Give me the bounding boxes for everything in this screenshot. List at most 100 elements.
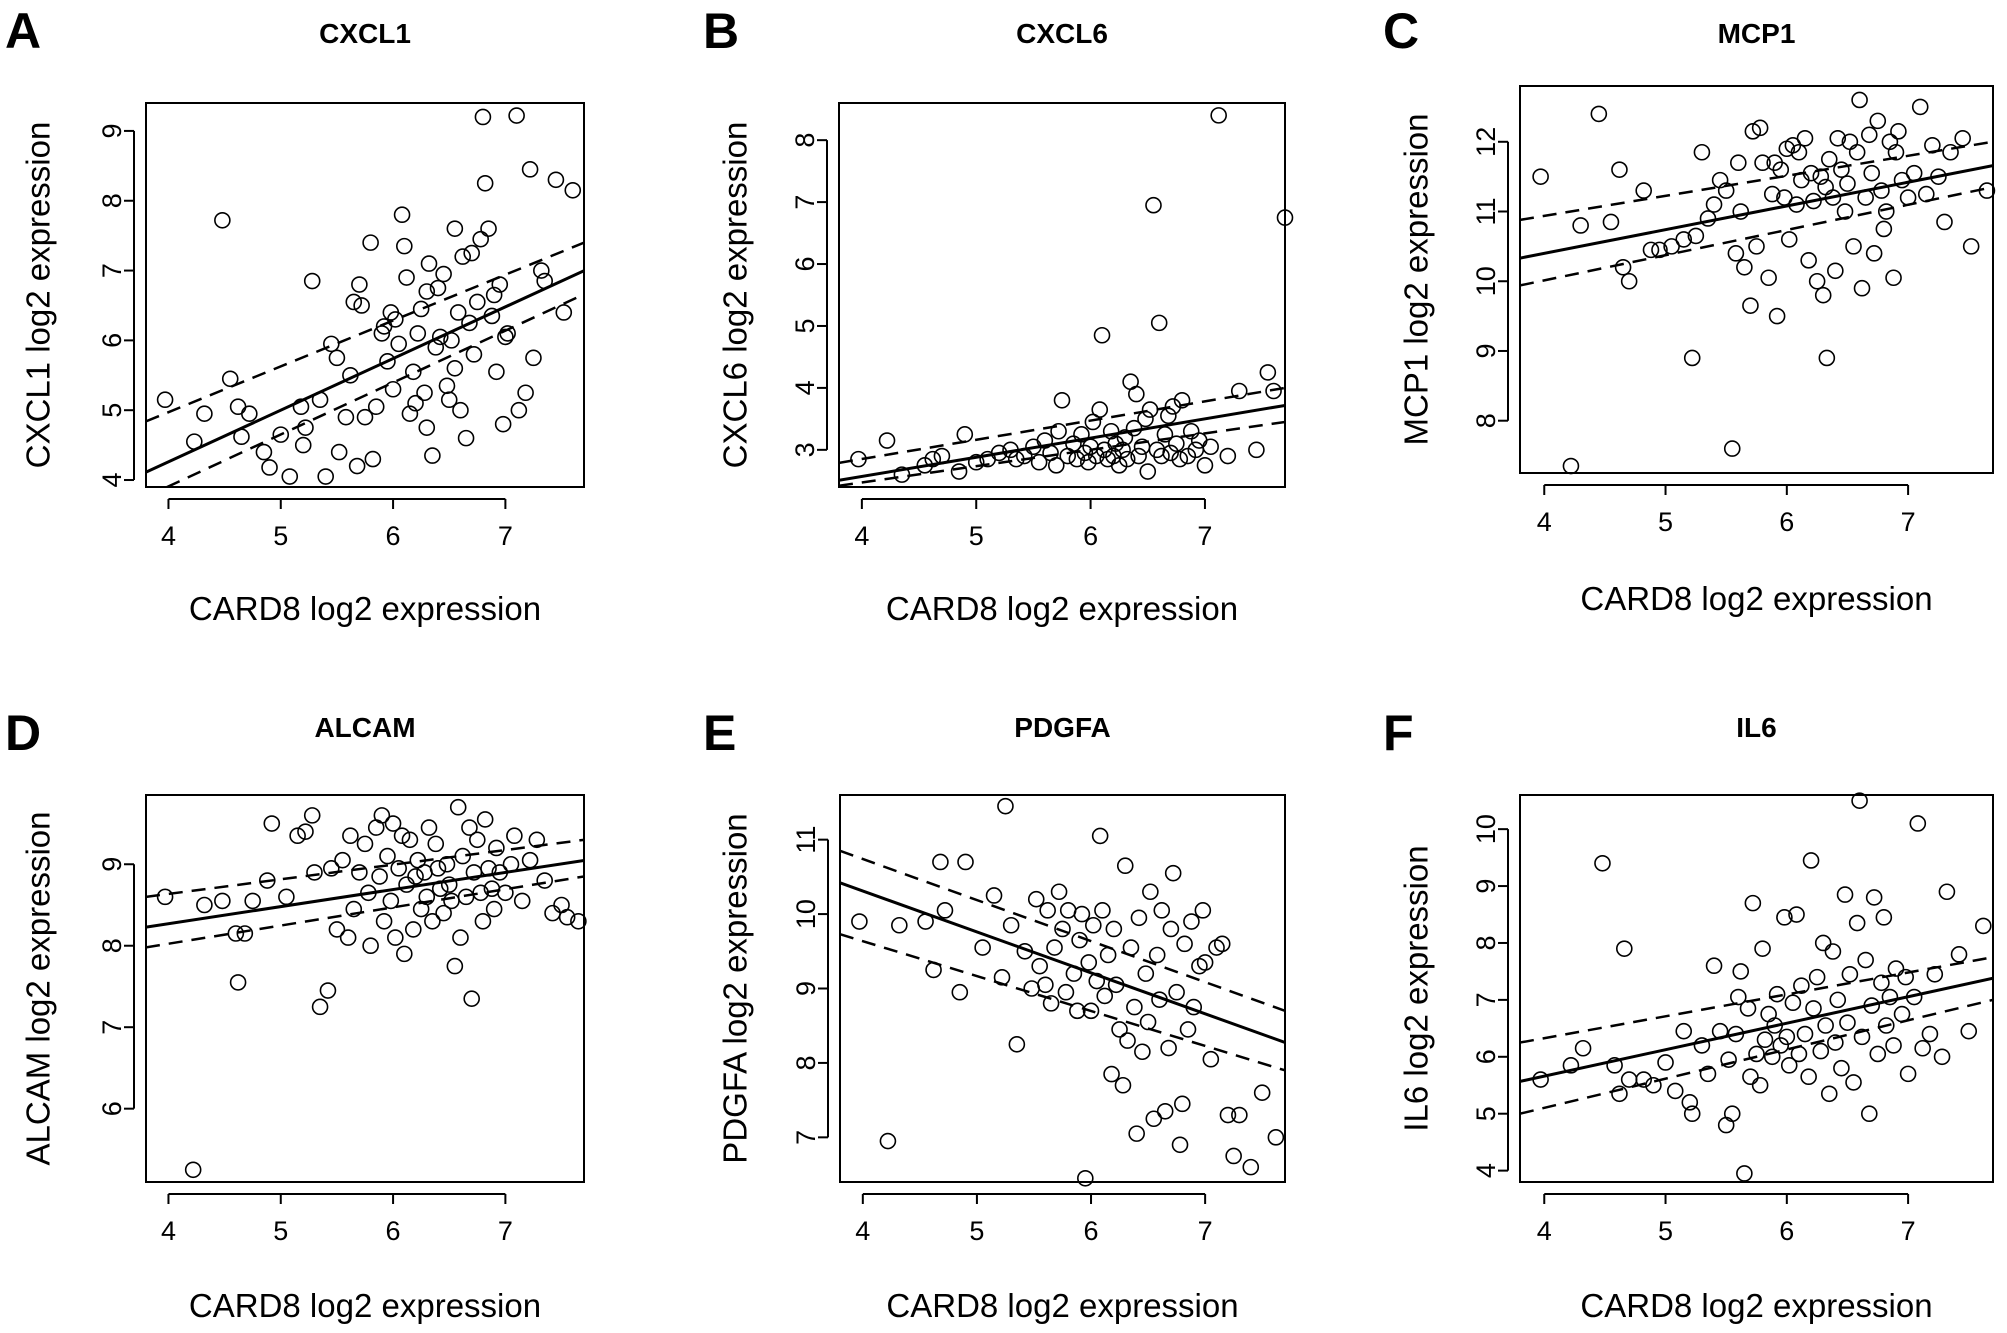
data-point <box>1820 1085 1838 1103</box>
data-point <box>1126 998 1143 1016</box>
data-point <box>997 797 1014 815</box>
data-point <box>297 419 314 436</box>
data-point <box>345 293 363 311</box>
data-point <box>1727 1025 1745 1043</box>
data-point <box>440 391 458 409</box>
data-point <box>1751 119 1769 137</box>
data-point <box>1105 920 1123 938</box>
data-point <box>497 884 514 902</box>
data-point <box>401 405 419 422</box>
data-point <box>446 220 464 237</box>
data-point <box>1259 364 1277 381</box>
data-point <box>564 181 582 199</box>
data-point <box>375 912 393 930</box>
x-tick-label: 5 <box>273 521 288 551</box>
data-point <box>851 913 868 930</box>
data-point <box>1687 227 1705 245</box>
data-point <box>1015 447 1033 465</box>
data-point <box>513 892 531 910</box>
data-point <box>1772 1037 1790 1054</box>
data-point <box>1168 435 1185 452</box>
data-point <box>255 443 273 461</box>
data-point <box>1614 258 1632 276</box>
x-axis-label: CARD8 log2 expression <box>1580 1287 1932 1324</box>
x-tick-label: 4 <box>1537 507 1552 537</box>
data-point <box>1796 129 1814 147</box>
data-point <box>1122 939 1140 956</box>
regression-line <box>1520 976 1993 1083</box>
data-point <box>993 969 1011 986</box>
data-point <box>1574 1039 1592 1057</box>
y-tick-label: 7 <box>790 195 820 210</box>
data-point <box>1877 203 1895 220</box>
data-point <box>1116 857 1134 875</box>
data-point <box>393 827 411 845</box>
data-point <box>303 272 321 290</box>
x-axis: 4 5 6 7 <box>161 498 513 551</box>
data-point <box>1936 213 1953 231</box>
y-axis-label: ALCAM log2 expression <box>20 811 57 1165</box>
data-point <box>1812 168 1830 185</box>
panel-letter: B <box>703 3 739 59</box>
data-point <box>1814 934 1832 952</box>
fit-lines <box>1520 140 1993 287</box>
data-point <box>1817 1017 1834 1034</box>
regression-line <box>839 403 1285 482</box>
data-point <box>1877 1017 1895 1034</box>
data-point <box>570 912 587 930</box>
data-point <box>1085 916 1102 934</box>
data-point <box>362 937 379 955</box>
data-point <box>488 363 505 381</box>
data-point <box>1562 457 1580 475</box>
data-point <box>558 908 576 926</box>
data-point <box>1082 1002 1100 1020</box>
data-point <box>348 457 366 475</box>
data-point <box>292 398 310 416</box>
data-point <box>1824 189 1842 206</box>
y-tick-label: 6 <box>1471 1049 1501 1064</box>
panel-b: B CXCL6 4 5 6 7 3 4 5 6 7 8 CARD8 log2 expression CXC… <box>703 3 1294 627</box>
data-point <box>196 896 213 914</box>
data-point <box>932 853 949 871</box>
data-point <box>1736 258 1753 276</box>
data-point <box>1196 954 1214 971</box>
data-point <box>1611 1085 1628 1103</box>
data-point <box>1651 241 1668 259</box>
data-point <box>1805 192 1822 210</box>
data-point <box>1093 326 1111 344</box>
data-point <box>936 902 954 919</box>
y-axis: 6 7 8 9 <box>97 857 135 1116</box>
data-point <box>1788 196 1805 213</box>
data-point <box>1047 457 1065 474</box>
data-point <box>1763 1048 1781 1066</box>
data-point <box>1073 905 1091 923</box>
panel-title: CXCL6 <box>1016 18 1108 49</box>
data-point <box>1693 1037 1711 1054</box>
data-point <box>1705 957 1723 975</box>
y-tick-label: 8 <box>791 1055 821 1070</box>
data-point <box>1164 864 1182 882</box>
data-point <box>521 851 539 869</box>
ci-upper-line <box>840 849 1285 1013</box>
data-point <box>1620 272 1638 290</box>
data-point <box>1185 998 1203 1016</box>
data-point <box>185 433 203 450</box>
data-point <box>1091 401 1109 418</box>
data-points <box>156 107 582 485</box>
data-point <box>510 401 528 419</box>
data-point <box>342 366 359 384</box>
data-point <box>446 360 464 377</box>
data-point <box>443 892 460 910</box>
data-point <box>1865 245 1883 262</box>
data-point <box>1162 920 1180 938</box>
x-tick-label: 7 <box>1198 1216 1213 1246</box>
data-point <box>1219 447 1237 465</box>
data-point <box>449 798 467 816</box>
data-point <box>1887 143 1905 161</box>
data-point <box>1594 854 1611 872</box>
plot-frame <box>1519 794 1994 1183</box>
data-point <box>1921 1025 1939 1043</box>
ci-upper-line <box>146 241 584 423</box>
x-axis: 4 5 6 7 <box>1537 1193 1916 1246</box>
data-point <box>412 300 430 318</box>
